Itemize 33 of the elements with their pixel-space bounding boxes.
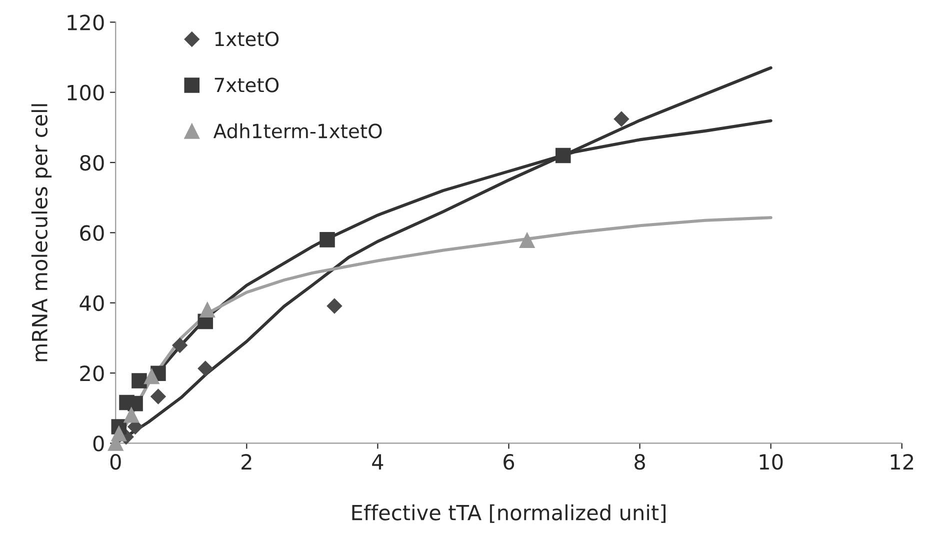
- y-tick-label: 20: [80, 365, 104, 382]
- point: [519, 232, 535, 248]
- y-tick-label: 100: [68, 84, 104, 101]
- x-tick-label: 0: [110, 454, 121, 470]
- point: [200, 302, 215, 318]
- point: [124, 407, 139, 423]
- point: [144, 368, 160, 384]
- y-axis-title: mRNA molecules per cell: [31, 104, 52, 362]
- y-tick-label: 120: [68, 14, 104, 30]
- x-tick-label: 10: [760, 454, 783, 470]
- x-axis-title: Effective tTA [normalized unit]: [352, 504, 666, 523]
- point: [132, 373, 147, 388]
- x-tick-label: 8: [634, 454, 645, 470]
- x-tick-label: 12: [890, 454, 914, 470]
- point: [150, 388, 166, 404]
- legend-label: 7xtetO: [214, 78, 279, 92]
- y-tick-label: 40: [80, 295, 104, 312]
- legend-label: Adh1term-1xtetO: [213, 123, 382, 138]
- legend-label: 1xtetO: [215, 32, 279, 46]
- point: [128, 396, 143, 412]
- point: [172, 338, 188, 353]
- point: [111, 426, 127, 442]
- y-tick-label: 80: [80, 154, 104, 171]
- point: [614, 111, 630, 127]
- point: [326, 298, 342, 314]
- y-tick-label: 0: [93, 436, 104, 452]
- y-tick-label: 60: [80, 225, 104, 241]
- point: [198, 360, 213, 376]
- point: [555, 148, 571, 164]
- x-tick-label: 4: [372, 454, 384, 470]
- x-tick-label: 6: [504, 454, 514, 470]
- point: [320, 232, 335, 248]
- x-tick-label: 2: [242, 454, 252, 470]
